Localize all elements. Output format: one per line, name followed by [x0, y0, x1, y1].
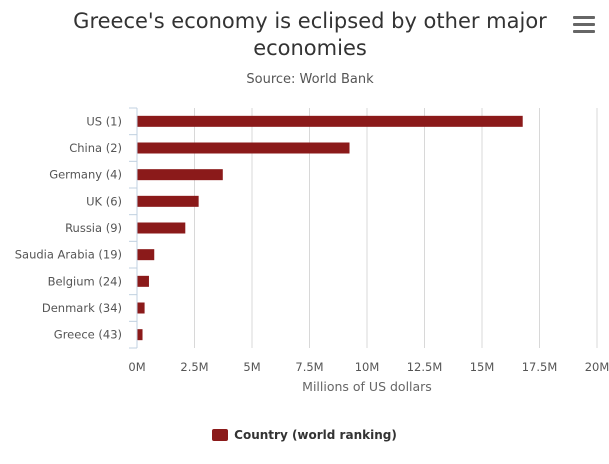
category-label: UK (6) [86, 194, 122, 208]
x-tick-label: 17.5M [522, 360, 558, 374]
category-label: Russia (9) [65, 221, 122, 235]
bar[interactable] [137, 195, 199, 207]
x-tick-label: 12.5M [407, 360, 443, 374]
hamburger-menu-icon[interactable] [572, 16, 596, 36]
bar[interactable] [137, 302, 145, 314]
chart-title-line-2: economies [253, 36, 367, 60]
x-tick-label: 0M [128, 360, 145, 374]
bar[interactable] [137, 275, 149, 287]
axis-labels: 0M 2.5M 5M 7.5M 10M 12.5M 15M 17.5M 20M US (1) Chi… [15, 114, 609, 374]
category-label: Greece (43) [54, 328, 122, 342]
bar-chart: 0M 2.5M 5M 7.5M 10M 12.5M 15M 17.5M 20M US (1) Chi… [15, 107, 609, 394]
chart-subtitle: Source: World Bank [246, 72, 374, 87]
bar[interactable] [137, 329, 143, 341]
x-tick-label: 20M [585, 360, 609, 374]
axes [129, 107, 138, 349]
bar[interactable] [137, 222, 186, 234]
x-tick-label: 7.5M [295, 360, 323, 374]
legend: Country (world ranking) [0, 428, 609, 444]
legend-label: Country (world ranking) [234, 428, 397, 442]
chart-title: Greece's economy is eclipsed by other ma… [40, 8, 580, 62]
bar[interactable] [137, 142, 350, 154]
x-axis-title: Millions of US dollars [302, 379, 432, 394]
x-tick-label: 15M [470, 360, 495, 374]
x-tick-label: 5M [243, 360, 260, 374]
legend-swatch [212, 429, 229, 441]
category-label: Denmark (34) [42, 301, 122, 315]
category-label: Saudia Arabia (19) [15, 248, 122, 262]
chart-title-line-1: Greece's economy is eclipsed by other ma… [73, 9, 547, 33]
bar[interactable] [137, 249, 155, 261]
category-label: US (1) [86, 114, 122, 128]
bar[interactable] [137, 169, 223, 181]
category-label: Belgium (24) [48, 274, 122, 288]
bars [137, 115, 523, 341]
bar[interactable] [137, 115, 523, 127]
legend-item-country[interactable]: Country (world ranking) [212, 428, 397, 442]
x-tick-label: 2.5M [180, 360, 208, 374]
x-tick-label: 10M [355, 360, 380, 374]
category-label: China (2) [69, 141, 122, 155]
category-label: Germany (4) [49, 168, 122, 182]
